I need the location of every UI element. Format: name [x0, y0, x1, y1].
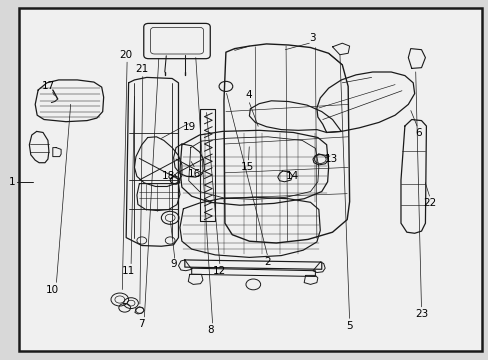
Text: 8: 8	[206, 325, 213, 336]
FancyBboxPatch shape	[143, 23, 210, 59]
Text: 1: 1	[9, 177, 16, 187]
Text: 19: 19	[183, 122, 196, 132]
Text: 15: 15	[240, 162, 253, 172]
Text: 13: 13	[324, 154, 338, 164]
FancyBboxPatch shape	[19, 8, 481, 351]
Text: 4: 4	[244, 90, 251, 100]
Text: 17: 17	[42, 81, 56, 91]
Text: 11: 11	[122, 266, 135, 276]
Text: 21: 21	[135, 64, 148, 74]
Text: 9: 9	[170, 258, 177, 269]
Text: 14: 14	[285, 171, 299, 181]
Text: 12: 12	[212, 266, 225, 276]
Text: 7: 7	[138, 319, 145, 329]
Text: 16: 16	[187, 168, 201, 179]
Text: 22: 22	[423, 198, 436, 208]
Text: 18: 18	[162, 171, 175, 181]
Text: 10: 10	[46, 285, 59, 295]
Text: 6: 6	[414, 128, 421, 138]
Text: 3: 3	[308, 33, 315, 43]
Text: 20: 20	[120, 50, 132, 60]
Text: 2: 2	[264, 257, 271, 267]
Text: 5: 5	[346, 321, 352, 331]
Text: 23: 23	[414, 309, 427, 319]
